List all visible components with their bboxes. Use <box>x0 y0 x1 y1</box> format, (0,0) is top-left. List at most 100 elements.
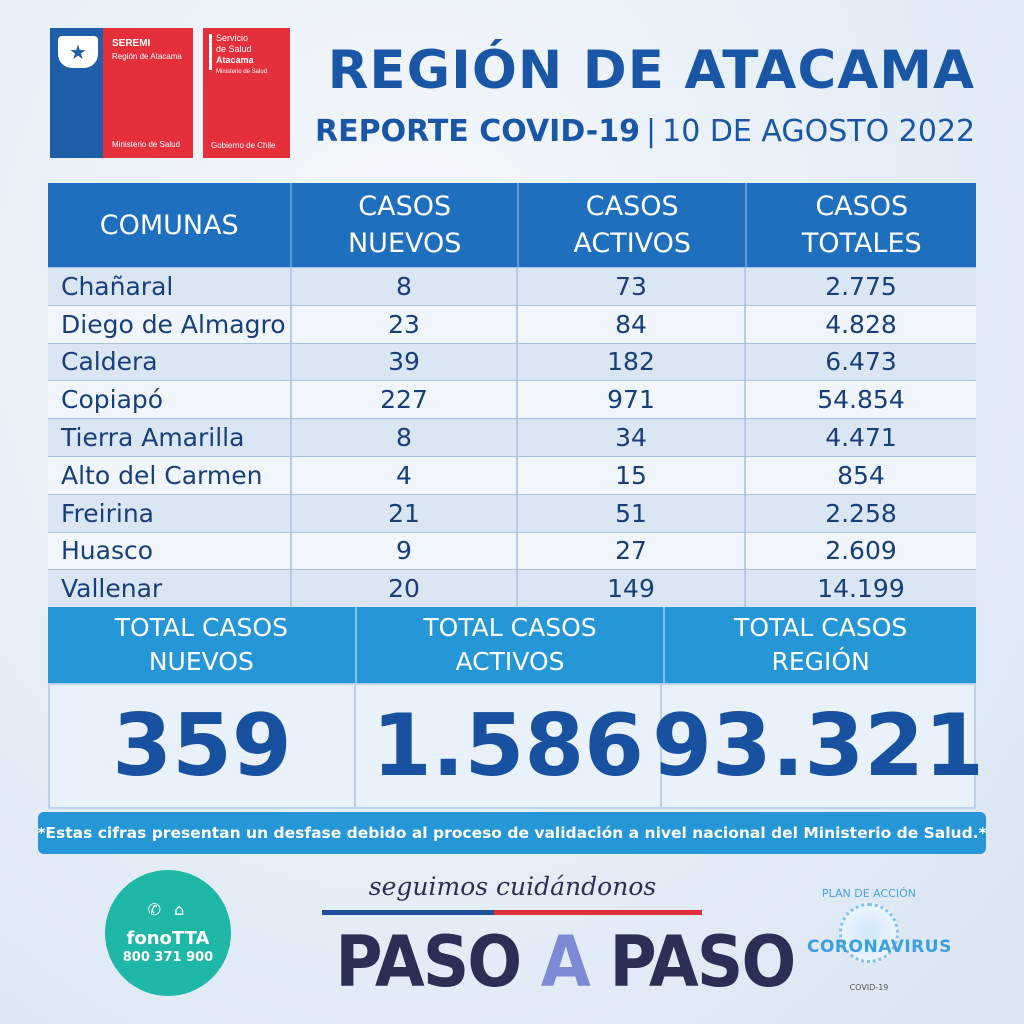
page-subtitle: REPORTE COVID-19 | 10 DE AGOSTO 2022 <box>315 110 975 154</box>
cell-activos: 51 <box>518 494 746 532</box>
cell-totales: 14.199 <box>817 574 905 604</box>
header-totales-line2: TOTALES <box>801 228 922 259</box>
header-nuevos-line1: CASOS <box>358 191 452 222</box>
cell-comuna: Alto del Carmen <box>48 456 292 494</box>
cell-comuna: Tierra Amarilla <box>48 419 292 456</box>
comunas-table: COMUNAS CASOS NUEVOS CASOS ACTIVOS CASOS TO… <box>48 183 976 608</box>
cell-totales: 54.854 <box>817 385 905 415</box>
cell-nuevos: 8 <box>292 419 518 456</box>
cell-totales: 854 <box>837 460 885 490</box>
table-body: Chañaral 8 73 2.775 Diego de Almagro 23 84 4.8… <box>48 267 976 608</box>
flag-stripe-red <box>494 910 702 915</box>
cell-activos: 34 <box>518 419 746 456</box>
cell-nuevos: 8 <box>292 268 518 305</box>
cell-nuevos: 39 <box>292 343 518 381</box>
cell-totales: 2.609 <box>825 536 897 566</box>
table-row: Copiapó 227 971 54.854 <box>48 380 976 419</box>
servicio-line3: Atacama <box>216 55 254 65</box>
coronavirus-word: CORONAVIRUS <box>807 937 952 957</box>
total-nuevos-label: TOTAL CASOS NUEVOS <box>48 607 357 683</box>
table-row: Freirina 21 51 2.258 <box>48 493 976 532</box>
total-region-value: 93.321 <box>652 696 984 796</box>
plan-label: PLAN DE ACCIÓN <box>821 887 916 900</box>
paso-a-paso-logo: PASO A PASO <box>335 918 796 1006</box>
cell-activos: 182 <box>518 343 746 381</box>
fonotta-name: fonoTTA <box>126 928 210 949</box>
totals-header: TOTAL CASOS NUEVOS TOTAL CASOS ACTIVOS TOT… <box>48 607 976 683</box>
cell-nuevos: 20 <box>292 570 518 608</box>
cell-activos: 149 <box>518 570 746 608</box>
seremi-logo-name: SEREMI <box>112 38 151 49</box>
header-activos-line2: ACTIVOS <box>573 228 692 259</box>
servicio-salud-logo: Servicio de Salud Atacama Ministerio de … <box>203 28 290 158</box>
total-region-label-line2: REGIÓN <box>771 647 870 676</box>
cell-nuevos: 21 <box>292 494 518 532</box>
header-casos-activos: CASOS ACTIVOS <box>519 183 748 267</box>
cell-activos: 27 <box>518 532 746 570</box>
coat-of-arms-icon: ★ <box>58 36 98 68</box>
cell-comuna: Copiapó <box>48 381 292 419</box>
total-nuevos-label-line2: NUEVOS <box>148 647 254 676</box>
seremi-logo-ministry: Ministerio de Salud <box>112 140 181 149</box>
cell-comuna: Diego de Almagro <box>48 305 292 343</box>
header-activos-line1: CASOS <box>585 191 679 222</box>
cell-totales: 2.258 <box>825 498 897 528</box>
covid-label: COVID-19 <box>849 983 889 992</box>
total-nuevos-label-line1: TOTAL CASOS <box>114 613 288 642</box>
table-header: COMUNAS CASOS NUEVOS CASOS ACTIVOS CASOS TO… <box>48 183 976 267</box>
total-activos-label-line2: ACTIVOS <box>455 647 565 676</box>
total-activos-label-line1: TOTAL CASOS <box>423 613 597 642</box>
cell-activos: 84 <box>518 305 746 343</box>
report-label: REPORTE COVID-19 <box>315 114 640 149</box>
total-activos-value: 1.586 <box>356 685 662 807</box>
servicio-logo-ministry: Ministerio de Salud <box>216 69 268 75</box>
cell-nuevos: 227 <box>292 381 518 419</box>
disclaimer-note: *Estas cifras presentan un desfase debid… <box>37 812 987 854</box>
header-casos-nuevos: CASOS NUEVOS <box>292 183 519 267</box>
header-comunas: COMUNAS <box>48 183 293 267</box>
cell-totales: 2.775 <box>825 271 897 301</box>
header-totales-line1: CASOS <box>815 191 909 222</box>
cell-activos: 971 <box>518 381 746 419</box>
cell-activos: 73 <box>518 268 746 305</box>
header-nuevos-line2: NUEVOS <box>347 228 462 259</box>
table-row: Huasco 9 27 2.609 <box>48 531 976 570</box>
phone-icon: ✆ ⌂ <box>147 900 189 919</box>
fonotta-phone: 800 371 900 <box>122 950 214 965</box>
flag-stripe <box>322 910 702 915</box>
total-nuevos-value: 359 <box>50 685 356 807</box>
servicio-logo-bar <box>209 34 212 70</box>
servicio-logo-text: Servicio de Salud Atacama <box>216 33 288 66</box>
total-activos-label: TOTAL CASOS ACTIVOS <box>357 607 666 683</box>
cell-totales: 6.473 <box>825 347 897 377</box>
servicio-line2: de Salud <box>216 44 252 54</box>
total-region-label: TOTAL CASOS REGIÓN <box>665 607 976 683</box>
seremi-logo: ★ SEREMI Región de Atacama Ministerio de… <box>50 28 193 158</box>
totals-values: 359 1.586 93.321 <box>48 683 984 809</box>
flag-stripe-blue <box>322 910 494 915</box>
campaign-tagline: seguimos cuidándonos <box>368 872 657 901</box>
cell-comuna: Freirina <box>48 494 292 532</box>
cell-nuevos: 9 <box>292 532 518 570</box>
seremi-logo-blue-band: ★ <box>50 28 103 158</box>
table-row: Alto del Carmen 4 15 854 <box>48 455 976 494</box>
seremi-logo-region: Región de Atacama <box>112 52 182 61</box>
paso-word-2: PASO <box>609 921 796 1003</box>
cell-comuna: Vallenar <box>48 570 292 608</box>
subtitle-separator: | <box>646 114 657 149</box>
plan-coronavirus-logo: PLAN DE ACCIÓN CORONAVIRUS COVID-19 <box>807 873 952 1003</box>
servicio-line1: Servicio <box>216 33 249 43</box>
table-row: Vallenar 20 149 14.199 <box>48 569 976 608</box>
cell-comuna: Huasco <box>48 532 292 570</box>
header-casos-totales: CASOS TOTALES <box>747 183 976 267</box>
fonotta-logo: ✆ ⌂ fonoTTA 800 371 900 <box>105 870 231 996</box>
paso-word-a: A <box>540 921 591 1003</box>
paso-word-1: PASO <box>335 921 522 1003</box>
cell-comuna: Caldera <box>48 343 292 381</box>
total-region-label-line1: TOTAL CASOS <box>734 613 908 642</box>
cell-comuna: Chañaral <box>48 268 292 305</box>
cell-nuevos: 4 <box>292 456 518 494</box>
servicio-logo-gobierno: Gobierno de Chile <box>211 141 276 150</box>
table-row: Tierra Amarilla 8 34 4.471 <box>48 418 976 456</box>
report-date: 10 DE AGOSTO 2022 <box>662 114 976 149</box>
